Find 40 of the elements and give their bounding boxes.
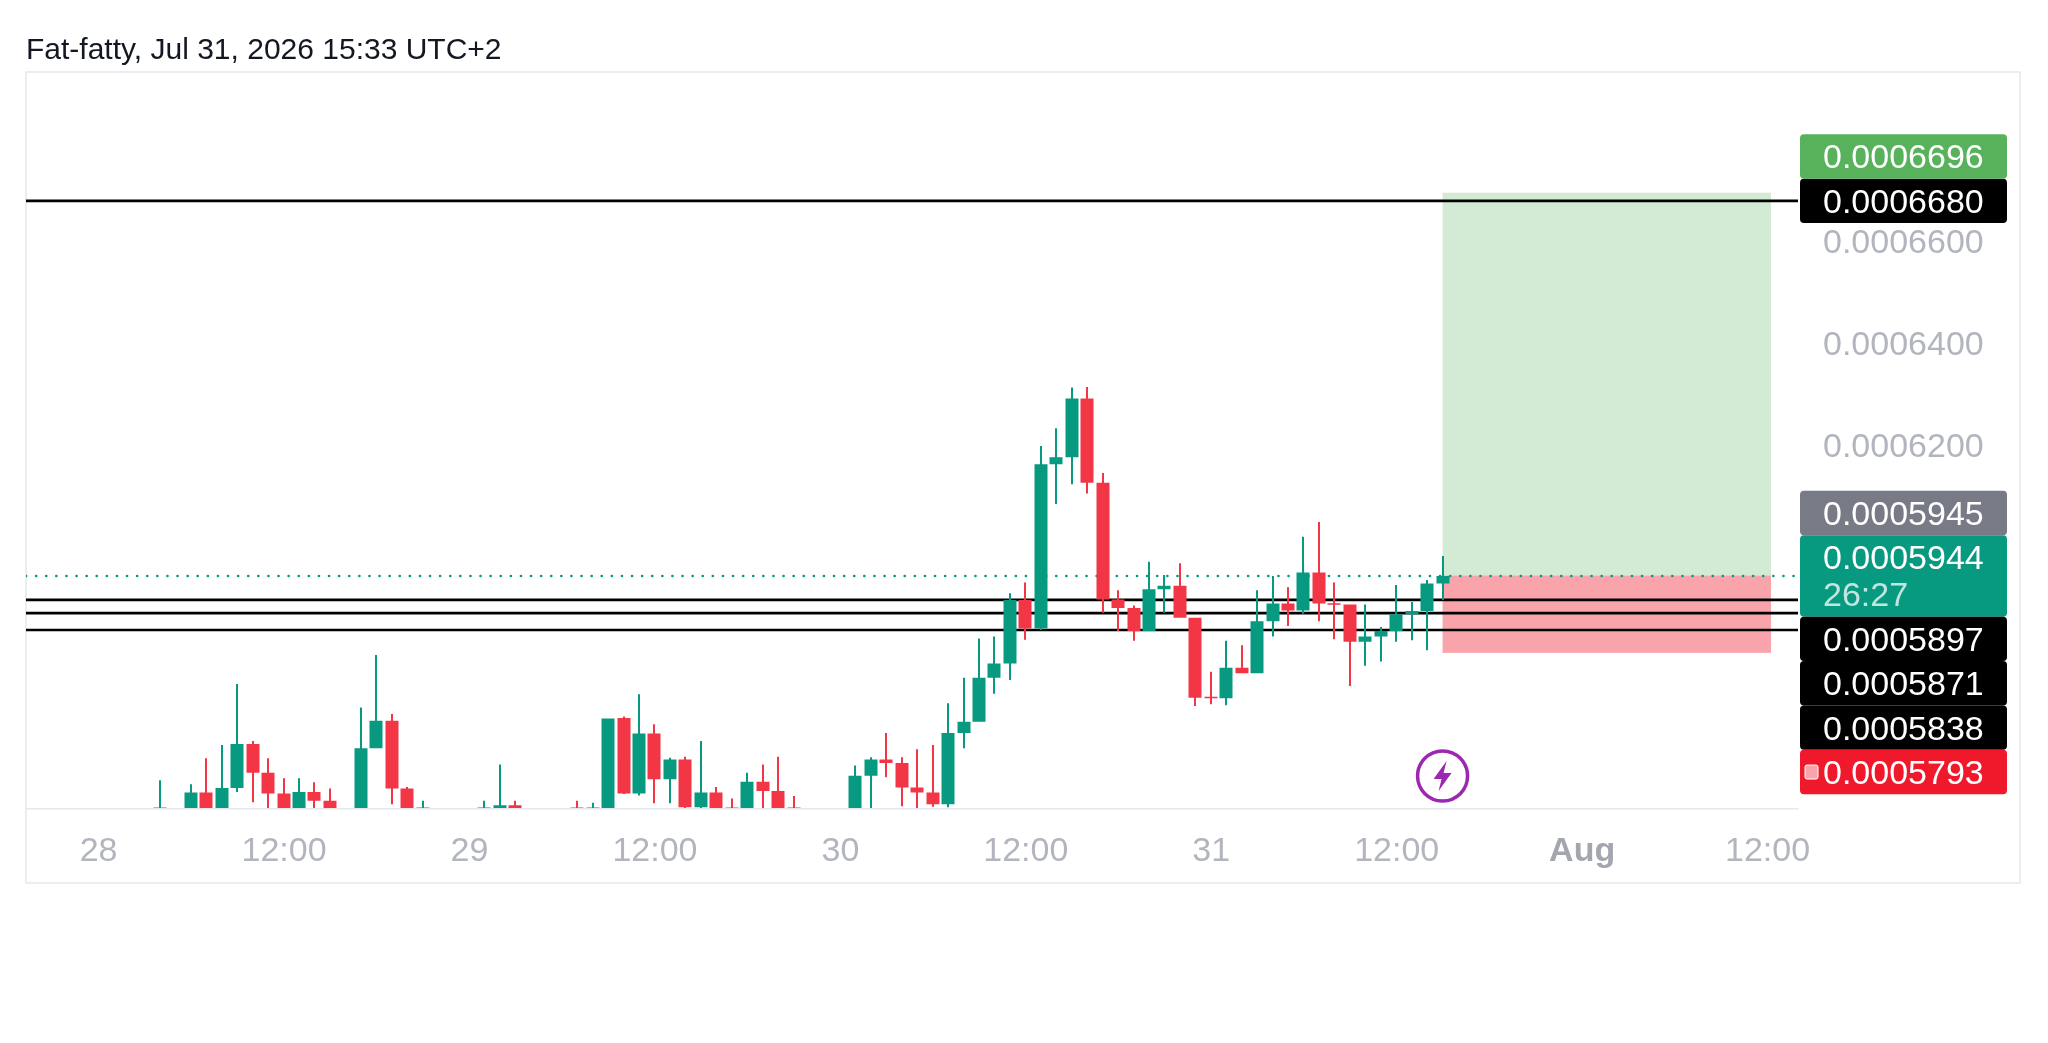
- x-tick-label: 12:00: [983, 830, 1069, 869]
- ref-line-label: 0.0005897: [1823, 619, 1984, 658]
- ref-line-label: 0.0005871: [1823, 664, 1984, 703]
- candlestick: [1405, 601, 1419, 641]
- y-tick-label: 0.0006600: [1823, 222, 1984, 261]
- candlestick: [1266, 575, 1280, 637]
- ref-line-label: 0.0005944 26:27: [1823, 538, 1984, 614]
- x-tick-label: 12:00: [612, 830, 698, 869]
- x-tick-label: Aug: [1549, 830, 1616, 869]
- legend-label: 0.0005793: [1823, 752, 1984, 791]
- candlestick: [1389, 585, 1403, 642]
- candlestick: [864, 757, 878, 809]
- x-tick-label: 29: [450, 830, 489, 869]
- candlestick: [1374, 626, 1388, 662]
- x-tick-label: 12:00: [241, 830, 327, 869]
- x-tick-label: 12:00: [1725, 830, 1811, 869]
- text: 0.0005945: [1823, 493, 1984, 532]
- candlestick: [1343, 604, 1357, 687]
- x-tick-label: 30: [821, 830, 860, 869]
- candlestick: [307, 782, 321, 809]
- candlestick: [910, 749, 924, 809]
- ref-line-label: 0.0006680: [1823, 181, 1984, 220]
- x-tick-label: 31: [1192, 830, 1231, 869]
- y-tick-label: 0.0006400: [1823, 323, 1984, 362]
- candlestick: [957, 677, 971, 749]
- candlestick: [879, 732, 893, 778]
- candlestick: [1296, 536, 1310, 614]
- candlestick: [1111, 590, 1125, 631]
- candlestick: [756, 764, 770, 809]
- candlestick: [1358, 604, 1372, 666]
- x-tick-label: 12:00: [1354, 830, 1440, 869]
- ref-line-label: 0.0005838: [1823, 708, 1984, 747]
- candlestick: [1327, 582, 1341, 640]
- chart-title: Fat-fatty, Jul 31, 2026 15:33 UTC+2: [26, 32, 502, 65]
- candlestick: [493, 764, 507, 809]
- candlestick: [1281, 587, 1295, 626]
- x-tick-label: 28: [79, 830, 118, 869]
- y-tick-label: 0.0006200: [1823, 425, 1984, 464]
- band-label: 0.0006696: [1823, 137, 1984, 176]
- candlestick: [1049, 428, 1063, 505]
